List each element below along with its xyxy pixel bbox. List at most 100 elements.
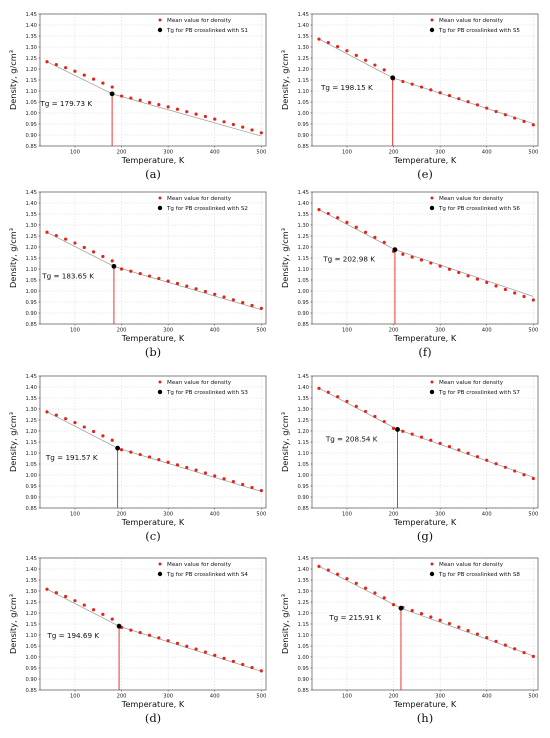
legend-marker-density: [158, 18, 162, 22]
x-tick-label: 200: [389, 694, 399, 700]
x-tick-label: 400: [482, 150, 492, 156]
legend-marker-tg: [429, 27, 435, 33]
y-tick-label: 1.45: [297, 12, 309, 18]
y-tick-label: 1.10: [25, 267, 37, 273]
y-tick-label: 1.45: [25, 556, 37, 562]
chart-panel-d: 0.85 0.90 0.95 1.00 1.05 1.10 1.15 1.20 1.25 1.30…: [8, 556, 267, 725]
fit-line-segment: [318, 38, 393, 79]
density-point: [466, 100, 470, 104]
density-point: [429, 261, 433, 265]
density-point: [175, 281, 180, 286]
tg-point: [395, 427, 400, 432]
density-point: [373, 63, 377, 67]
y-tick-label: 1.40: [25, 23, 37, 29]
y-tick-label: 1.35: [297, 212, 309, 218]
y-axis-label: Density, g/cm³: [8, 228, 18, 288]
y-tick-label: 1.10: [25, 633, 37, 639]
density-point: [147, 633, 152, 637]
density-point: [531, 654, 535, 658]
y-tick-label: 1.20: [25, 429, 37, 435]
density-point: [82, 425, 86, 429]
density-point: [373, 235, 377, 239]
y-tick-label: 1.00: [297, 473, 309, 479]
density-point: [419, 612, 424, 616]
density-point: [119, 267, 124, 271]
legend-marker-tg: [157, 389, 163, 395]
density-point: [101, 254, 105, 259]
density-point: [438, 618, 442, 622]
tg-point: [398, 605, 404, 611]
x-tick-label: 300: [435, 150, 445, 156]
density-point: [45, 230, 49, 234]
density-point: [231, 298, 235, 302]
density-point: [391, 426, 396, 430]
density-point: [222, 120, 226, 124]
y-axis-label: Density, g/cm³: [8, 50, 18, 110]
y-tick-label: 1.30: [25, 589, 37, 595]
y-tick-label: 1.45: [25, 12, 37, 18]
density-point: [354, 53, 358, 57]
y-tick-label: 0.95: [25, 666, 37, 672]
density-point: [429, 615, 433, 619]
density-point: [91, 608, 96, 612]
y-tick-label: 1.10: [25, 89, 37, 95]
tg-annotation: Tg = 198.15 K: [320, 83, 373, 92]
y-tick-label: 1.45: [297, 556, 309, 562]
density-point: [231, 122, 235, 127]
density-point: [45, 410, 49, 414]
chart-panel-b: 0.85 0.90 0.95 1.00 1.05 1.10 1.15 1.20 1.25 1.30…: [8, 190, 267, 359]
density-point: [185, 284, 189, 288]
y-tick-label: 1.05: [25, 278, 37, 284]
density-point: [241, 662, 245, 667]
y-tick-label: 1.25: [25, 418, 37, 424]
y-tick-label: 0.85: [297, 144, 309, 150]
density-point: [401, 79, 405, 84]
y-tick-label: 1.20: [25, 67, 37, 73]
x-tick-label: 500: [256, 150, 266, 156]
density-point: [259, 489, 263, 493]
y-tick-label: 1.00: [297, 111, 309, 117]
y-axis-label: Density, g/cm³: [280, 594, 290, 654]
y-tick-label: 1.25: [297, 418, 309, 424]
panel-caption: (a): [145, 167, 161, 181]
density-point: [194, 468, 198, 472]
chart-panel-a: 0.85 0.90 0.95 1.00 1.05 1.10 1.15 1.20 1.25 1.30…: [8, 12, 267, 181]
density-point: [147, 455, 152, 459]
density-point: [522, 294, 526, 299]
density-point: [475, 455, 480, 459]
density-point: [64, 66, 68, 70]
density-point: [119, 448, 124, 452]
y-tick-label: 1.20: [297, 429, 309, 435]
chart-panel-f: 0.85 0.90 0.95 1.00 1.05 1.10 1.15 1.20 1.25 1.30…: [280, 190, 539, 359]
x-tick-label: 500: [528, 694, 538, 700]
fit-line-segment: [117, 447, 262, 492]
x-axis-label: Temperature, K: [121, 333, 185, 343]
density-point: [110, 85, 114, 89]
legend-marker-density: [430, 196, 434, 200]
legend-label-tg: Tg for PB crosslinked with S7: [438, 390, 520, 396]
density-point: [241, 125, 245, 129]
y-tick-label: 1.45: [25, 374, 37, 380]
density-point: [175, 463, 180, 467]
density-point: [382, 68, 386, 72]
density-point: [64, 417, 68, 421]
x-axis-label: Temperature, K: [393, 333, 457, 343]
legend-label-tg: Tg for PB crosslinked with S1: [166, 28, 248, 34]
tg-annotation: Tg = 215.91 K: [328, 613, 381, 622]
x-tick-label: 300: [163, 328, 173, 334]
y-axis-label: Density, g/cm³: [8, 412, 18, 472]
tg-point: [392, 247, 398, 253]
density-point: [129, 450, 133, 454]
y-tick-label: 1.15: [297, 440, 309, 446]
y-tick-label: 1.40: [297, 201, 309, 207]
density-point: [522, 651, 526, 655]
y-tick-label: 1.10: [297, 89, 309, 95]
x-tick-label: 400: [482, 512, 492, 518]
x-tick-label: 100: [342, 328, 352, 334]
x-tick-label: 300: [163, 694, 173, 700]
density-point: [354, 581, 358, 585]
x-axis-label: Temperature, K: [393, 155, 457, 165]
density-point: [54, 233, 58, 238]
density-point: [326, 41, 330, 45]
density-point: [138, 98, 142, 102]
